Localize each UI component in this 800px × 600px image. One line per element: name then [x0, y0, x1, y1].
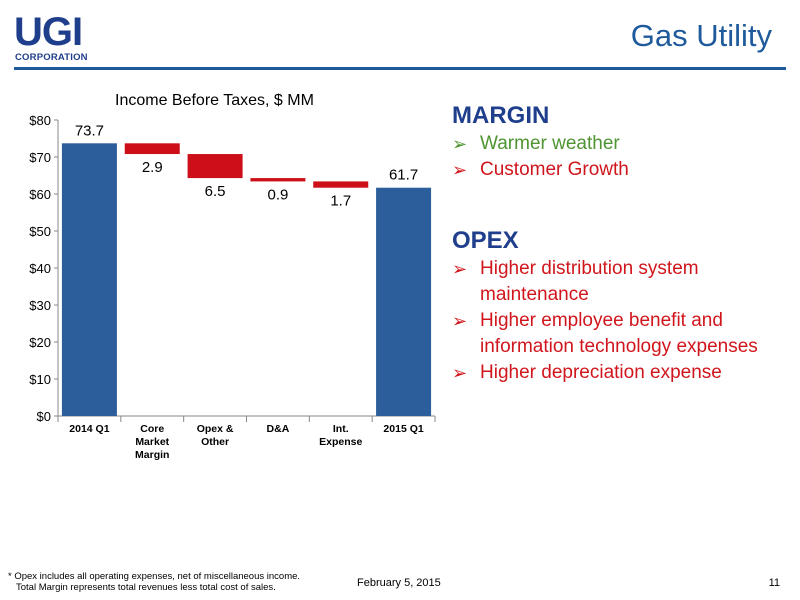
y-tick-label: $30	[29, 298, 51, 313]
data-label: 61.7	[389, 167, 418, 184]
data-label: 6.5	[205, 183, 226, 200]
data-label: 1.7	[330, 193, 351, 210]
margin-bullet-text: Warmer weather	[480, 133, 620, 154]
bullet-arrow-icon: ➢	[452, 311, 468, 331]
opex-bullet-2: ➢ Higher depreciation expense	[452, 360, 792, 386]
data-label: 73.7	[75, 122, 104, 139]
delta-bar	[124, 143, 180, 155]
slide-title: Gas Utility	[630, 18, 772, 53]
logo-subtitle: CORPORATION	[15, 52, 88, 63]
bullet-arrow-icon: ➢	[452, 363, 468, 383]
y-tick-label: $10	[29, 372, 51, 387]
margin-bullet-text: Customer Growth	[480, 159, 629, 180]
y-tick-label: $20	[29, 335, 51, 350]
footnote-line-2: Total Margin represents total revenues l…	[16, 582, 276, 593]
data-label: 2.9	[142, 159, 163, 176]
y-tick-label: $60	[29, 187, 51, 202]
margin-heading: MARGIN	[452, 102, 550, 129]
opex-bullet-0: ➢ Higher distribution system maintenance	[452, 256, 792, 308]
opex-bullet-1: ➢ Higher employee benefit and informatio…	[452, 308, 792, 360]
footnote-line-1: * Opex includes all operating expenses, …	[8, 571, 301, 582]
footnote: * Opex includes all operating expenses, …	[8, 571, 300, 593]
opex-heading: OPEX	[452, 227, 519, 254]
x-tick-label: Int. Expense	[319, 423, 362, 448]
delta-bar	[313, 181, 369, 188]
bullet-arrow-icon: ➢	[452, 134, 468, 154]
y-tick-label: $70	[29, 150, 51, 165]
y-tick-label: $40	[29, 261, 51, 276]
delta-bar	[250, 178, 306, 182]
total-bar	[376, 187, 432, 416]
margin-bullet-1: ➢ Customer Growth	[452, 157, 792, 183]
waterfall-chart: $0 $10 $20 $30 $40 $50 $60 $70 $80 73.7 2.9 6.5 0.9 1…	[29, 113, 436, 461]
opex-bullet-text: Higher distribution system maintenance	[480, 258, 699, 305]
x-tick-label: D&A	[267, 423, 290, 435]
margin-bullet-0: ➢ Warmer weather	[452, 131, 792, 157]
opex-bullet-text: Higher depreciation expense	[480, 362, 722, 383]
chart-title: Income Before Taxes, $ MM	[115, 92, 314, 109]
total-bar	[61, 143, 117, 416]
presentation-date: February 5, 2015	[357, 577, 441, 589]
bullet-arrow-icon: ➢	[452, 259, 468, 279]
x-tick-label: 2014 Q1	[69, 423, 109, 435]
opex-bullet-list: ➢ Higher distribution system maintenance…	[452, 256, 792, 386]
page-number: 11	[768, 577, 780, 589]
y-tick-label: $0	[37, 409, 51, 424]
x-tick-label: Opex & Other	[197, 423, 234, 448]
y-tick-label: $50	[29, 224, 51, 239]
x-tick-label: 2015 Q1	[383, 423, 423, 435]
delta-bar	[187, 154, 243, 179]
x-tick-label: Core Market Margin	[135, 423, 170, 461]
bullet-arrow-icon: ➢	[452, 160, 468, 180]
ugi-logo: UGI CORPORATION	[14, 12, 88, 64]
y-tick-label: $80	[29, 113, 51, 128]
data-label: 0.9	[267, 186, 288, 203]
logo-wordmark: UGI	[14, 10, 83, 54]
margin-bullet-list: ➢ Warmer weather ➢ Customer Growth	[452, 131, 792, 183]
title-rule	[14, 67, 786, 70]
opex-bullet-text: Higher employee benefit and information …	[480, 310, 758, 357]
